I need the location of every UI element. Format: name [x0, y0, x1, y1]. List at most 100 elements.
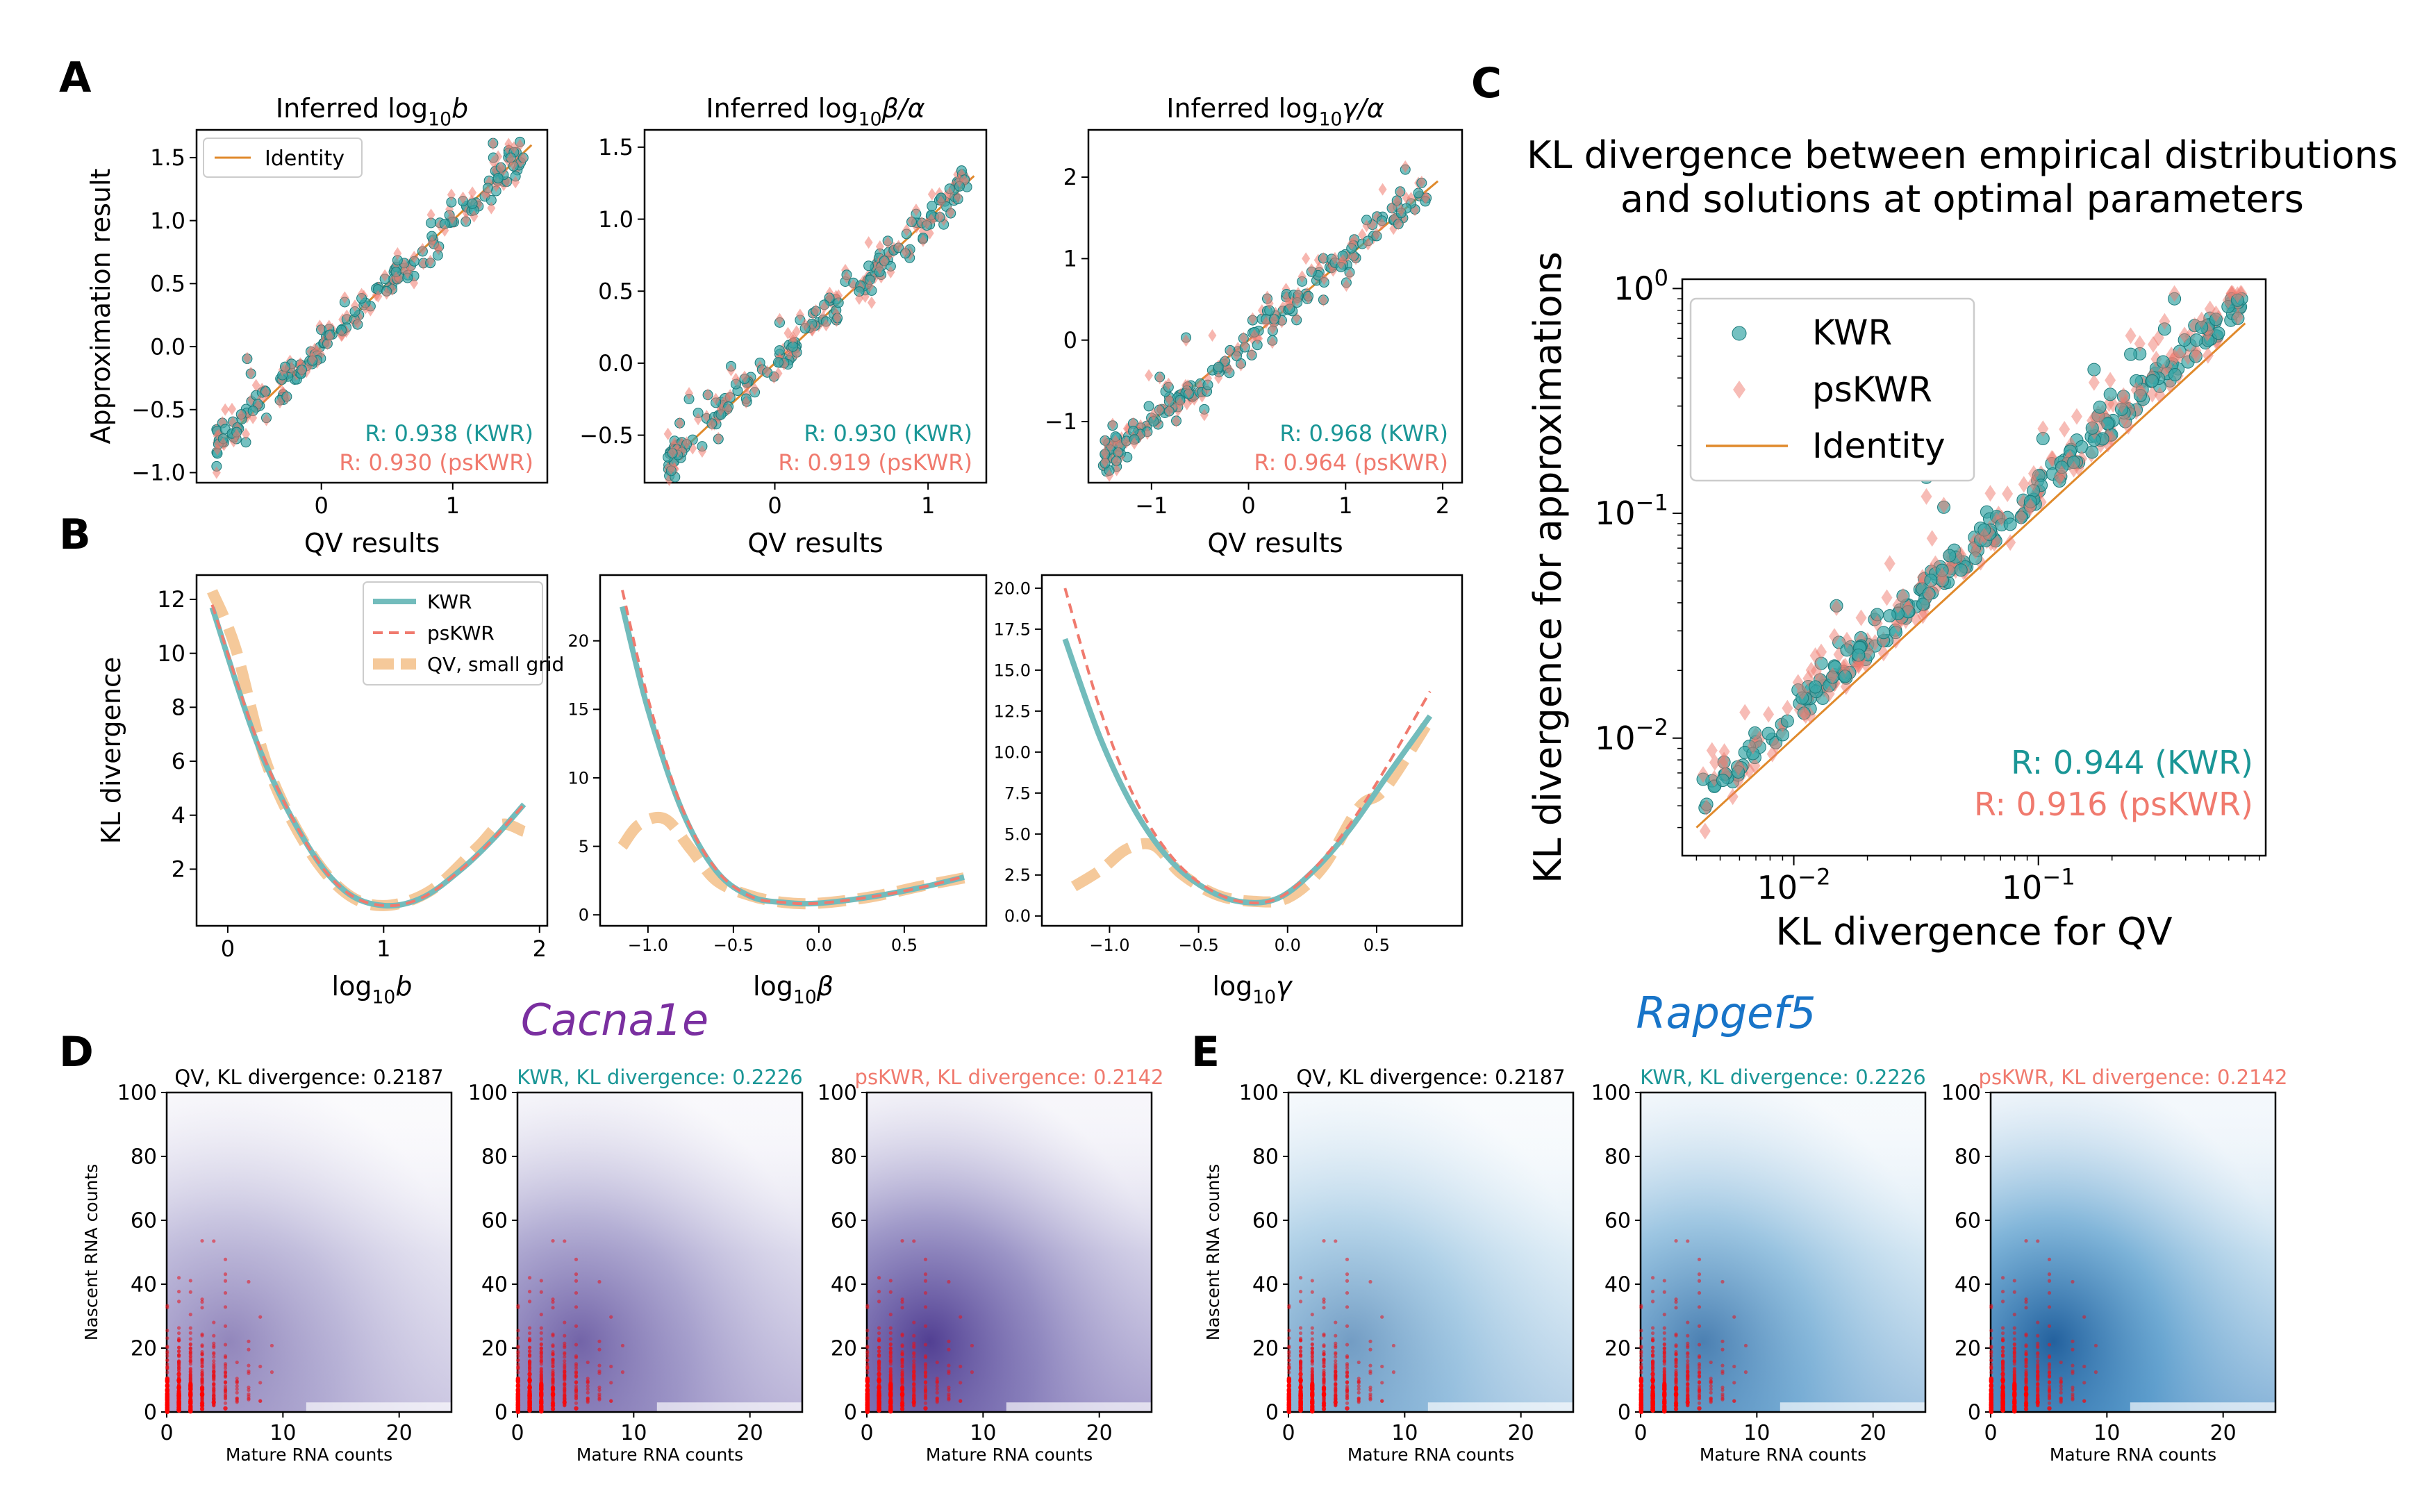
e1-x-tick-label: 20	[1508, 1421, 1534, 1445]
d3-y-tick-label: 60	[831, 1209, 857, 1233]
a2-pskwr-point	[875, 240, 884, 253]
a2-pskwr-point	[901, 245, 910, 258]
a1-pskwr-point	[374, 290, 383, 303]
a1-pskwr-point	[418, 242, 427, 256]
c-legend-identity-label: Identity	[1812, 426, 1946, 466]
a3-pskwr-point	[1261, 316, 1270, 329]
a3-pskwr-point	[1417, 176, 1426, 189]
d3-heatmap-density	[867, 1093, 1152, 1412]
a3-pskwr-point	[1397, 203, 1406, 217]
a3-pskwr-point	[1236, 358, 1245, 372]
a3-pskwr-point	[1363, 238, 1372, 251]
e1-y-tick-label: 100	[1239, 1081, 1279, 1106]
a2-pskwr-point	[742, 396, 751, 409]
a2-pskwr-point	[801, 318, 810, 331]
c-kwr-point	[2087, 363, 2101, 376]
d1-y-tick-label: 80	[131, 1145, 157, 1170]
gene-name-cacna1e: Cacna1e	[521, 995, 708, 1045]
a2-x-tick-label: 1	[921, 492, 935, 519]
a2-pskwr-point	[774, 367, 783, 380]
b1-x-tick-label: 0	[221, 936, 235, 962]
d1-y-tick-label: 100	[117, 1081, 157, 1106]
d2-y-tick-label: 80	[481, 1145, 508, 1170]
a1-pskwr-point	[232, 429, 241, 442]
b1-y-tick-label: 6	[172, 748, 185, 774]
e3-x-axis-label: Mature RNA counts	[2050, 1445, 2216, 1465]
a1-pskwr-point	[242, 428, 251, 441]
e3-title: psKWR, KL divergence: 0.2142	[1979, 1065, 2288, 1089]
a2-pskwr-point	[731, 372, 740, 385]
e3-x-tick-label: 10	[2093, 1421, 2120, 1445]
a1-pskwr-point	[403, 266, 412, 279]
a2-pskwr-point	[833, 310, 842, 324]
a3-pskwr-point	[1270, 313, 1279, 326]
e3-y-tick-label: 100	[1941, 1081, 1981, 1106]
a3-pskwr-point	[1362, 219, 1371, 233]
a2-pskwr-point	[886, 265, 895, 279]
a2-pskwr-point	[704, 388, 713, 401]
b2-y-tick-label: 5	[579, 837, 589, 856]
e1-y-axis-label: Nascent RNA counts	[1203, 1164, 1223, 1340]
e3-x-tick-label: 0	[1984, 1421, 1997, 1445]
a1-pskwr-point	[392, 272, 401, 285]
a1-pskwr-point	[470, 210, 479, 223]
c-kwr-point	[2168, 367, 2182, 381]
a1-pskwr-point	[419, 257, 428, 270]
e2-heatmap-density	[1641, 1093, 1925, 1412]
a2-pskwr-point	[663, 427, 672, 440]
b1-x-axis-label: log10b	[332, 971, 413, 1008]
a2-y-tick-label: 0.5	[598, 278, 633, 304]
b1-y-axis-label: KL divergence	[96, 657, 126, 845]
a1-pskwr-point	[511, 176, 520, 189]
a1-legend-box	[203, 138, 363, 178]
e2-x-axis-label: Mature RNA counts	[1700, 1445, 1866, 1465]
a1-pskwr-point	[488, 138, 497, 151]
a1-pskwr-point	[308, 352, 317, 365]
a3-pskwr-point	[1293, 293, 1302, 306]
a3-pskwr-point	[1112, 455, 1121, 468]
a3-x-axis-label: QV results	[1207, 528, 1343, 558]
a3-pskwr-point	[1268, 336, 1277, 349]
d3-y-tick-label: 100	[818, 1081, 857, 1106]
a2-points	[663, 165, 972, 486]
c-legend-kwr-swatch	[1732, 326, 1747, 341]
a3-x-tick-label: 0	[1241, 492, 1255, 519]
a2-pskwr-point	[955, 174, 964, 188]
a3-x-tick-label: −1	[1135, 492, 1168, 519]
b1-axes-frame	[195, 574, 549, 927]
e3-y-tick-label: 80	[1955, 1145, 1981, 1170]
a1-pskwr-point	[483, 185, 492, 199]
c-r-kwr: R: 0.944 (KWR)	[2011, 744, 2253, 781]
a2-pskwr-point	[884, 236, 893, 249]
b3-x-tick-label: −0.5	[1178, 936, 1218, 955]
a3-title: Inferred log10γ/α	[1166, 93, 1384, 130]
a2-pskwr-point	[854, 292, 863, 306]
a3-pskwr-point	[1181, 334, 1191, 347]
b1-legend-label-0: KWR	[427, 590, 472, 613]
a2-pskwr-point	[894, 240, 903, 253]
a1-pskwr-point	[261, 385, 270, 399]
a1-y-tick-label: 1.5	[150, 144, 185, 171]
d1-heatmap-low-band	[306, 1402, 451, 1412]
e3-heatmap-low-band	[2130, 1402, 2275, 1412]
a3-pskwr-point	[1248, 312, 1257, 325]
a1-pskwr-point	[221, 403, 230, 416]
e1-y-tick-label: 60	[1252, 1209, 1279, 1233]
a3-pskwr-point	[1304, 291, 1313, 304]
e1-y-tick-label: 40	[1252, 1273, 1279, 1297]
a3-pskwr-point	[1112, 463, 1121, 476]
a3-pskwr-point	[1203, 372, 1212, 385]
panel-label-c: C	[1471, 59, 1502, 108]
panel-label-e: E	[1191, 1028, 1220, 1077]
e2-heatmap-low-band	[1780, 1402, 1925, 1412]
a1-pskwr-point	[440, 224, 449, 237]
a1-legend-identity-label: Identity	[265, 147, 345, 171]
b2-x-axis-label: log10β	[753, 971, 833, 1008]
a1-pskwr-point	[337, 329, 346, 342]
b1-legend-label-2: QV, small grid	[427, 653, 564, 676]
a3-pskwr-point	[1342, 279, 1351, 292]
b3-x-tick-label: 0.0	[1275, 936, 1301, 955]
a1-pskwr-point	[228, 402, 237, 415]
d1-x-tick-label: 10	[269, 1421, 296, 1445]
b2-y-tick-label: 20	[567, 631, 589, 651]
